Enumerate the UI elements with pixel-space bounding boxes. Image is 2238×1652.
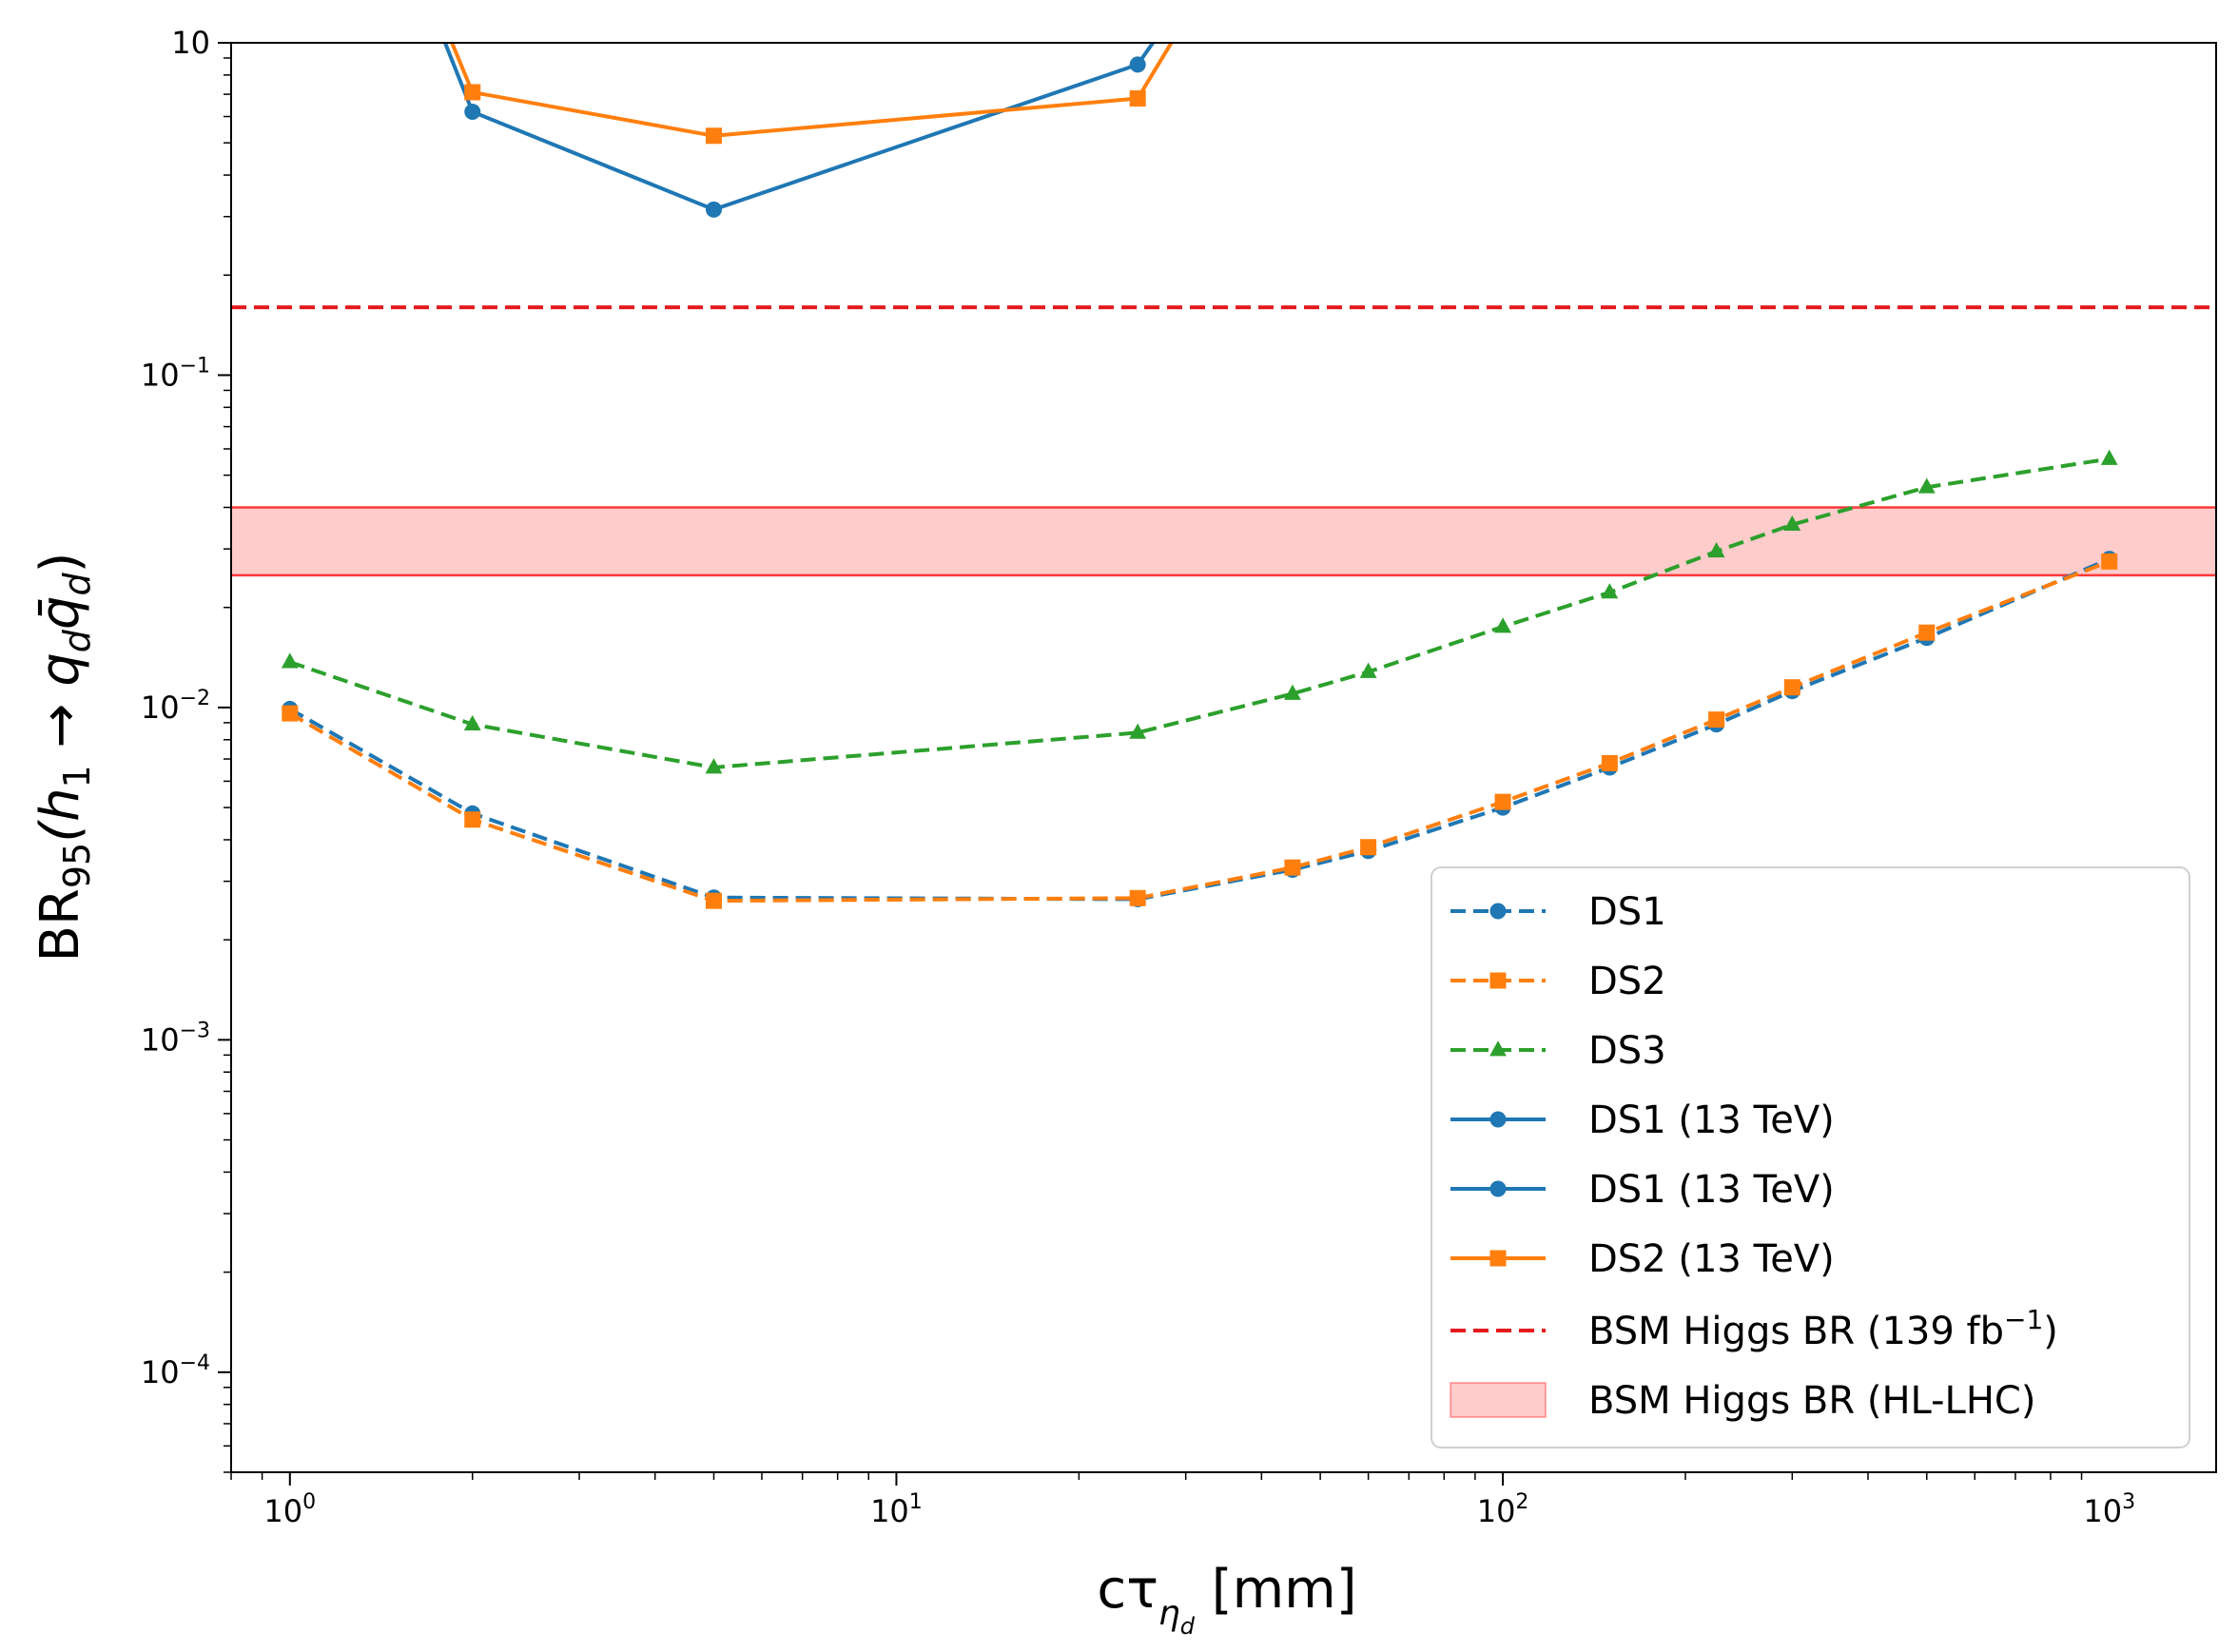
series-point-2 (1917, 477, 1936, 494)
legend-label-band: BSM Higgs BR (HL-LHC) (1588, 1379, 2035, 1423)
series-point-2 (1129, 723, 1147, 739)
legend-marker-4 (1489, 1180, 1507, 1197)
x-tick-label: 102 (1477, 1490, 1529, 1529)
series-point-2 (705, 758, 723, 774)
legend-box (1430, 866, 2190, 1448)
series-point-3 (705, 201, 722, 218)
series-point-2 (281, 652, 299, 669)
series-point-1 (1708, 711, 1725, 729)
y-tick-label: 10−1 (141, 354, 210, 393)
legend-label-5: DS2 (13 TeV) (1588, 1237, 1835, 1281)
x-tick-label: 101 (870, 1490, 923, 1529)
series-point-1 (1601, 754, 1618, 771)
series-point-2 (1783, 515, 1801, 531)
legend-label-2: DS3 (1588, 1029, 1666, 1073)
series-point-1 (464, 811, 481, 828)
series-point-5 (464, 84, 481, 101)
series-layer (231, 43, 2216, 909)
legend-label-1: DS2 (1588, 960, 1666, 1003)
series-point-2 (463, 714, 481, 730)
x-axis-label: cτηd [mm] (1097, 1559, 1356, 1640)
legend-marker-1 (1489, 972, 1507, 989)
series-point-1 (705, 892, 722, 909)
series-line-2 (289, 457, 2111, 769)
series-point-2 (1707, 541, 1725, 558)
series-line-0 (288, 556, 2111, 902)
series-point-1 (282, 705, 299, 722)
series-point-2 (1601, 583, 1619, 599)
x-tick-label: 103 (2083, 1490, 2135, 1529)
series-point-5 (1129, 90, 1146, 107)
legend: DS1 DS2 DS3 DS1 (13 TeV) DS1 (13 TeV) DS2 (13… (1430, 866, 2190, 1448)
legend-marker-3 (1489, 1111, 1507, 1128)
series-point-2 (1494, 617, 1512, 633)
series-point-2 (1359, 662, 1377, 678)
series-line-1 (288, 559, 2111, 904)
y-tick-label: 10 (171, 25, 210, 61)
legend-marker-5 (1489, 1250, 1507, 1267)
series-point-1 (1284, 859, 1301, 876)
series-point-1 (1129, 889, 1146, 906)
series-point-1 (1783, 679, 1800, 696)
y-tick-label: 10−4 (141, 1351, 210, 1390)
y-axis-label: BR95(h1 → qdq̄d) (29, 553, 98, 962)
legend-label-hline: BSM Higgs BR (139 fb−1) (1588, 1304, 2058, 1353)
plot-frame (230, 42, 2217, 1473)
series-point-5 (705, 127, 722, 145)
series-point-3 (1129, 56, 1146, 73)
legend-marker-2 (1489, 1040, 1507, 1057)
legend-marker-0 (1489, 903, 1507, 920)
band-layer (231, 506, 2216, 577)
series-point-1 (1918, 624, 1936, 641)
legend-label-0: DS1 (1588, 890, 1666, 934)
y-tick-label: 10−2 (141, 687, 210, 726)
tick-layer: 100 101 102 103 10 10−1 10−2 10−3 10−4 (141, 25, 2135, 1529)
series-point-1 (1494, 793, 1511, 810)
series-point-2 (1284, 684, 1301, 700)
series-point-2 (2100, 449, 2118, 465)
series-point-3 (464, 104, 481, 121)
x-tick-label: 100 (263, 1490, 316, 1529)
legend-label-4: DS1 (13 TeV) (1588, 1168, 1835, 1212)
y-tick-label: 10−3 (141, 1019, 210, 1058)
hl-lhc-band (231, 507, 2216, 575)
legend-label-3: DS1 (13 TeV) (1588, 1098, 1835, 1142)
series-point-1 (2101, 553, 2118, 570)
legend-swatch-band (1450, 1382, 1547, 1418)
series-point-1 (1360, 839, 1377, 856)
